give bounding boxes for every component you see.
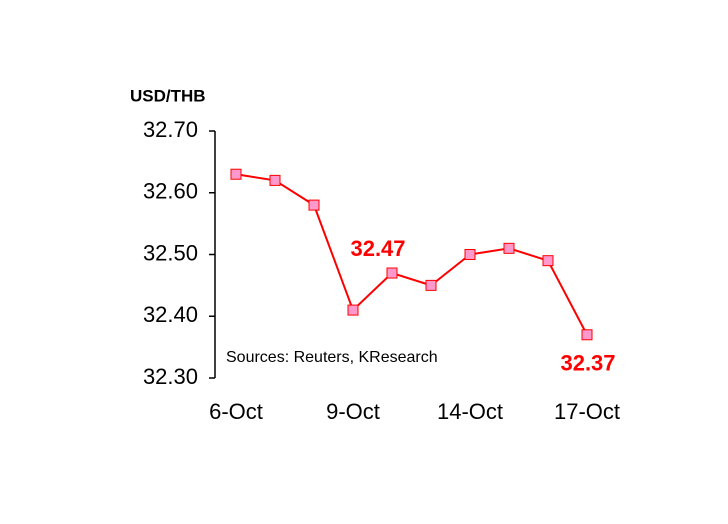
source-note: Sources: Reuters, KResearch	[226, 349, 438, 366]
marker	[230, 168, 242, 180]
line	[235, 173, 588, 336]
value-label: 32.47	[350, 236, 405, 261]
marker	[464, 249, 476, 260]
marker	[308, 199, 320, 211]
y-tick-label: 32.60	[143, 179, 198, 204]
x-tick-label: 9-Oct	[326, 399, 380, 424]
value-label: 32.37	[560, 351, 615, 376]
marker	[269, 174, 281, 186]
y-tick-label: 32.70	[143, 117, 198, 142]
marker	[425, 279, 437, 291]
y-tick-label: 32.30	[143, 364, 198, 389]
y-axis-label: USD/THB	[130, 86, 206, 105]
marker	[503, 242, 515, 254]
y-tick-label: 32.50	[143, 240, 198, 265]
x-tick-label: 6-Oct	[209, 399, 263, 424]
y-tick-label: 32.40	[143, 302, 198, 327]
marker	[386, 267, 398, 279]
marker	[347, 304, 359, 316]
marker	[542, 255, 554, 267]
marker	[581, 329, 593, 341]
x-tick-label: 14-Oct	[437, 399, 503, 424]
x-tick-label: 17-Oct	[554, 399, 620, 424]
